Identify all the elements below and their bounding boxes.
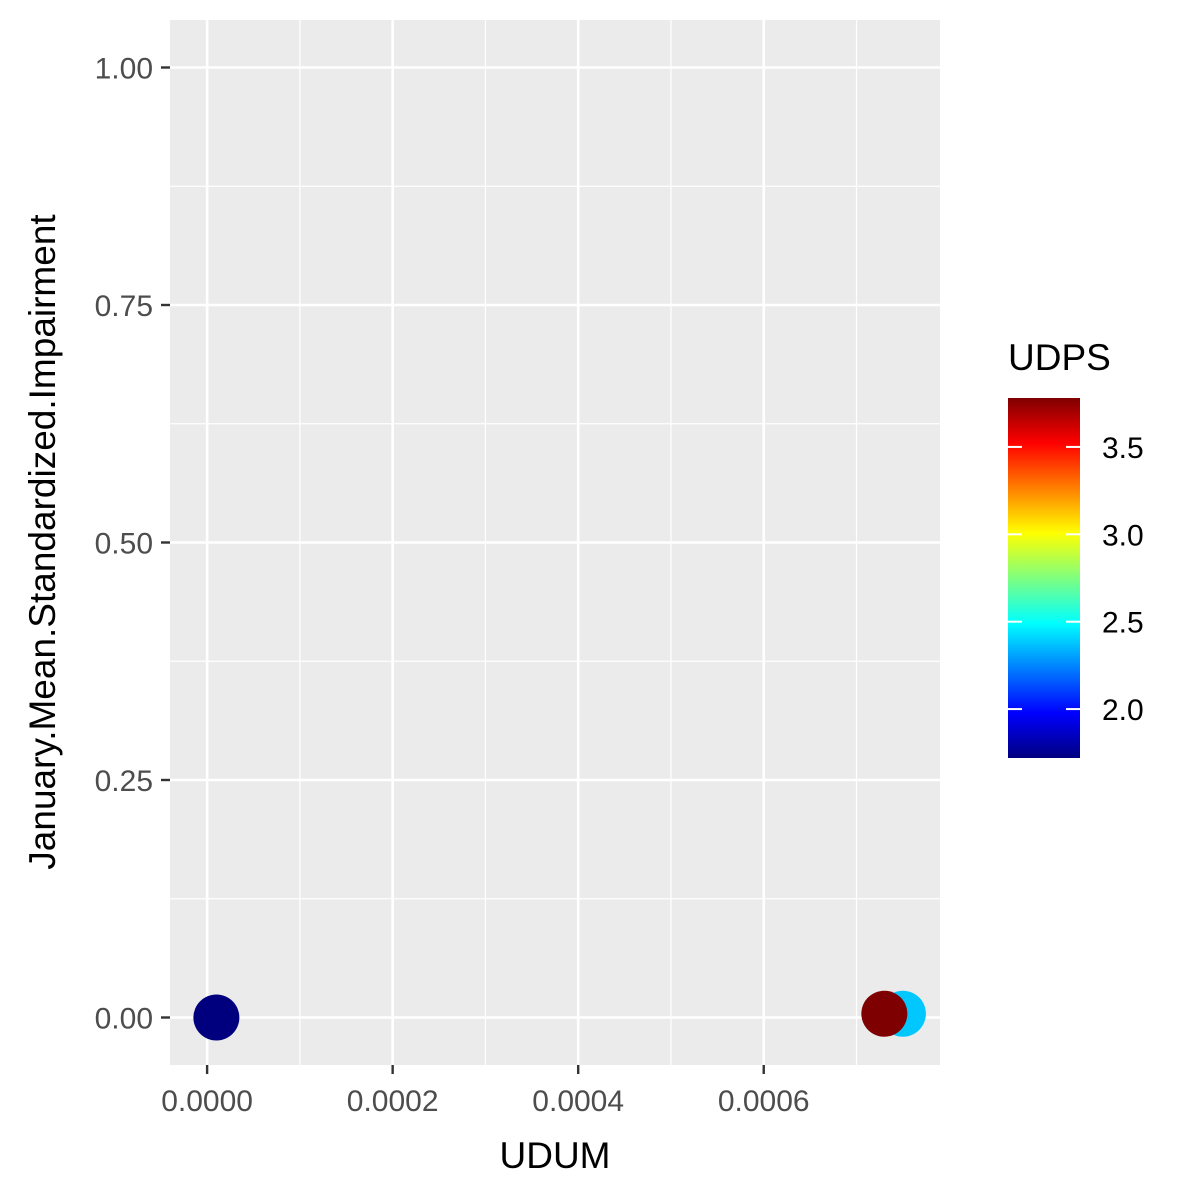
color-legend: UDPS 2.0 2.5 3.0 3.5 bbox=[1008, 337, 1144, 758]
x-axis: 0.0000 0.0002 0.0004 0.0006 bbox=[161, 1065, 810, 1118]
y-axis: 0.00 0.25 0.50 0.75 1.00 bbox=[95, 53, 170, 1036]
legend-title: UDPS bbox=[1008, 337, 1111, 378]
data-points bbox=[193, 990, 926, 1041]
y-tick-label: 0.50 bbox=[95, 528, 153, 561]
x-tick-label: 0.0000 bbox=[161, 1085, 253, 1118]
legend-tick-label: 3.0 bbox=[1102, 519, 1144, 552]
legend-tick-label: 2.5 bbox=[1102, 607, 1144, 640]
y-tick-label: 0.75 bbox=[95, 290, 153, 323]
legend-tick-label: 2.0 bbox=[1102, 694, 1144, 727]
x-tick-label: 0.0006 bbox=[718, 1085, 810, 1118]
x-tick-label: 0.0004 bbox=[532, 1085, 624, 1118]
y-axis-title: January.Mean.Standardized.Impairment bbox=[22, 214, 63, 870]
y-tick-label: 1.00 bbox=[95, 53, 153, 86]
y-tick-label: 0.00 bbox=[95, 1003, 153, 1036]
data-point bbox=[861, 990, 908, 1037]
x-tick-label: 0.0002 bbox=[347, 1085, 439, 1118]
legend-ticks: 2.0 2.5 3.0 3.5 bbox=[1008, 432, 1144, 727]
legend-colorbar bbox=[1008, 398, 1080, 758]
data-point bbox=[193, 994, 240, 1041]
x-axis-title: UDUM bbox=[500, 1135, 611, 1176]
legend-tick-label: 3.5 bbox=[1102, 432, 1144, 465]
y-tick-label: 0.25 bbox=[95, 765, 153, 798]
major-gridlines bbox=[170, 20, 940, 1065]
